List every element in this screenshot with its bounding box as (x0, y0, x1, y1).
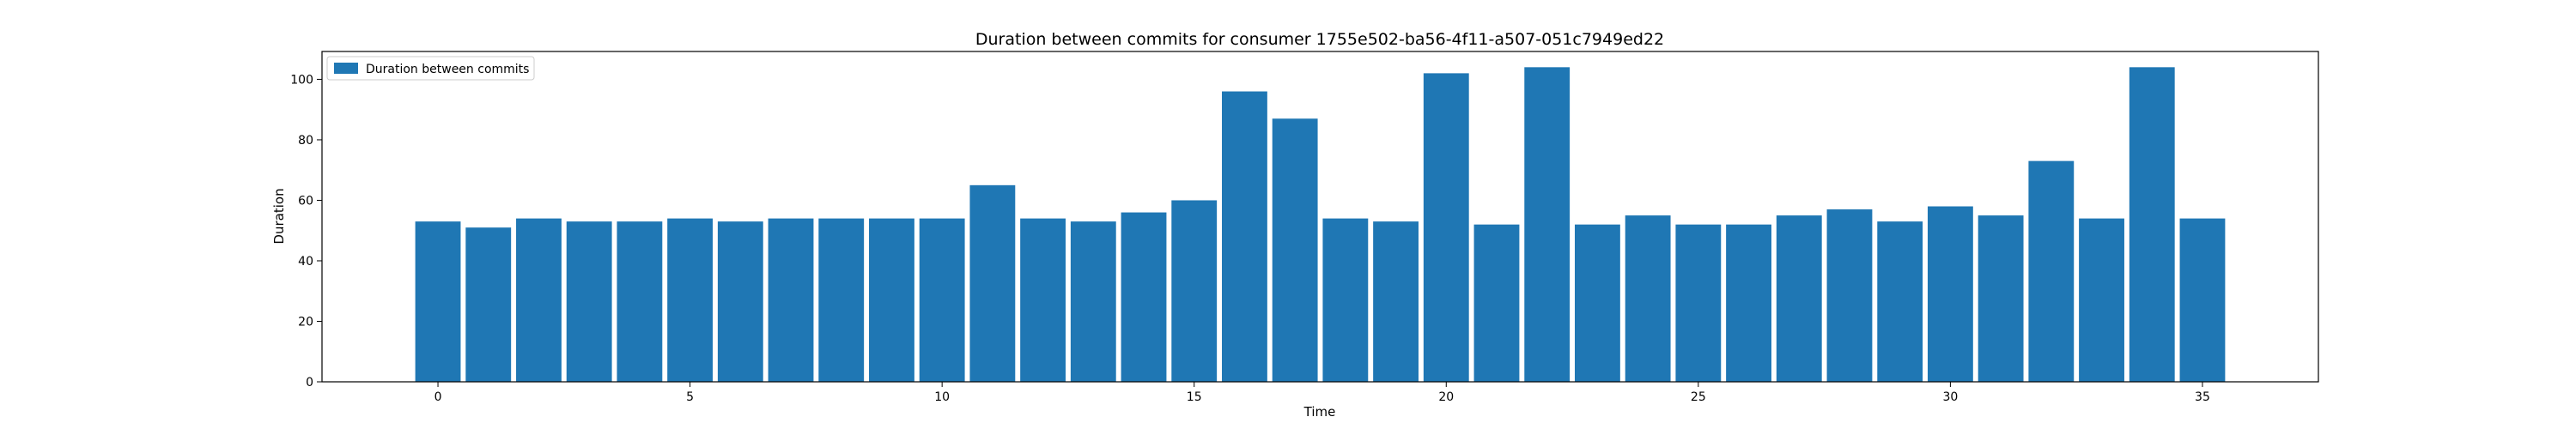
bar (2179, 218, 2226, 382)
bar (1373, 221, 1419, 382)
legend-swatch (334, 63, 358, 74)
bar (919, 218, 965, 382)
bar (1927, 206, 1973, 382)
bar (516, 218, 562, 382)
x-tick-label: 10 (934, 390, 950, 404)
bar (1524, 67, 1571, 382)
bar (1171, 200, 1218, 382)
bar (768, 218, 814, 382)
x-axis-ticks: 0 5 10 15 20 25 30 35 (434, 382, 2210, 404)
bar (1473, 224, 1520, 382)
bar (1726, 224, 1771, 382)
bar (617, 221, 663, 382)
y-tick-label: 100 (290, 73, 313, 87)
bar (1625, 215, 1671, 382)
bar (1826, 209, 1873, 382)
y-axis-label: Duration (271, 188, 287, 244)
bar (566, 221, 612, 382)
bar (1020, 218, 1066, 382)
bar (1978, 215, 2024, 382)
legend-box (326, 56, 535, 81)
y-axis-ticks: 0 20 40 60 80 100 (290, 73, 322, 390)
x-tick-label: 20 (1438, 390, 1454, 404)
x-tick-label: 15 (1187, 390, 1202, 404)
plot-frame (321, 51, 2319, 383)
bar (2129, 67, 2175, 382)
bar (818, 218, 865, 382)
x-tick-label: 0 (434, 390, 442, 404)
bar (869, 218, 914, 382)
bars-group (415, 67, 2226, 383)
y-tick-label: 0 (306, 376, 313, 390)
y-tick-label: 60 (298, 194, 313, 208)
y-tick-label: 20 (298, 315, 313, 329)
bar (1322, 218, 1369, 382)
bar (1423, 73, 1469, 382)
x-tick-label: 5 (686, 390, 694, 404)
bar (1574, 224, 1620, 382)
bar (1675, 224, 1722, 382)
bar (1070, 221, 1116, 382)
bar (667, 218, 714, 382)
x-tick-label: 25 (1691, 390, 1706, 404)
x-tick-label: 35 (2195, 390, 2210, 404)
bar (415, 221, 461, 382)
legend-label: Duration between commits (366, 63, 529, 76)
y-tick-label: 40 (298, 255, 313, 269)
x-tick-label: 30 (1942, 390, 1958, 404)
bar (465, 227, 512, 382)
bar (2028, 160, 2075, 382)
bar (1877, 221, 1923, 382)
x-axis-label: Time (1303, 404, 1336, 420)
legend: Duration between commits (326, 56, 535, 81)
bar (1222, 91, 1267, 383)
bar (1272, 118, 1318, 382)
bar (1776, 215, 1822, 382)
chart-title: Duration between commits for consumer 17… (975, 30, 1664, 49)
bar (2079, 218, 2124, 382)
bar (717, 221, 763, 382)
y-tick-label: 80 (298, 134, 313, 148)
bar (1121, 212, 1167, 382)
bar (969, 184, 1016, 382)
